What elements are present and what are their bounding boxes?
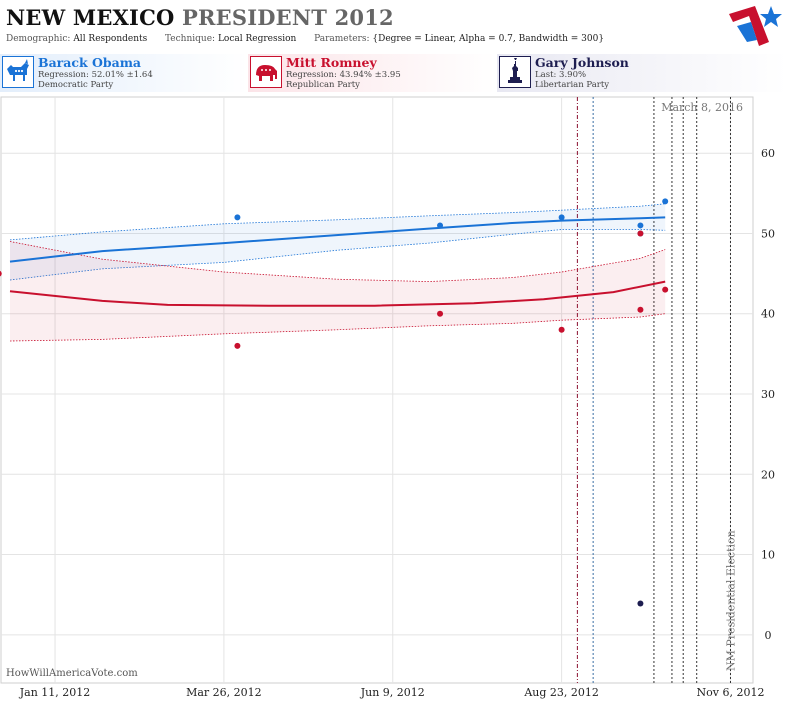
technique-label: Technique:: [165, 34, 216, 44]
star-logo-icon: [729, 6, 782, 46]
legend-item-obama: Barack Obama Regression: 52.01% ±1.64 De…: [0, 54, 248, 92]
date-annotation: March 8, 2016: [661, 101, 743, 114]
elephant-icon: [250, 56, 282, 88]
parameters-value: {Degree = Linear, Alpha = 0.7, Bandwidth…: [372, 34, 605, 44]
y-tick-label: 40: [761, 308, 775, 321]
legend-name-johnson: Gary Johnson: [535, 55, 629, 70]
legend-regression-romney: Regression: 43.94% ±3.95: [286, 70, 401, 80]
band-upper-barack-obama: [9, 203, 666, 241]
data-point-mitt-romney: [437, 310, 444, 317]
y-tick-label: 0: [765, 629, 772, 642]
data-point-barack-obama: [234, 214, 241, 221]
poll-points: [0, 198, 669, 607]
band-lower-mitt-romney: [9, 313, 666, 342]
data-point-mitt-romney: [662, 286, 669, 293]
candidate-legend: Barack Obama Regression: 52.01% ±1.64 De…: [0, 54, 789, 94]
election-label: NM Presidential Election: [724, 530, 737, 671]
x-tick-label: Jan 11, 2012: [19, 686, 91, 699]
chart-header: NEW MEXICO PRESIDENT 2012 Demographic: A…: [0, 0, 789, 52]
y-tick-label: 20: [761, 468, 775, 481]
legend-name-romney: Mitt Romney: [286, 55, 377, 70]
x-tick-label: Aug 23, 2012: [523, 686, 599, 699]
chart-title: NEW MEXICO PRESIDENT 2012: [6, 5, 394, 30]
x-tick-label: Mar 26, 2012: [186, 686, 262, 699]
parameters-label: Parameters:: [314, 34, 370, 44]
data-point-mitt-romney: [637, 306, 644, 313]
data-point-mitt-romney: [637, 230, 644, 237]
parameters-line: Demographic: All Respondents Technique: …: [6, 34, 604, 44]
regression-lines: [9, 216, 666, 307]
data-point-barack-obama: [437, 222, 444, 229]
data-point-barack-obama: [558, 214, 565, 221]
data-point-mitt-romney: [0, 270, 2, 277]
title-race: PRESIDENT 2012: [182, 5, 394, 30]
demographic-value: All Respondents: [73, 34, 148, 44]
poll-chart: 0 10 20 30 40 50 60 Jan 11, 2012 Mar 26, 2012 Ju…: [0, 96, 775, 699]
y-axis-ticks: 0 10 20 30 40 50 60: [761, 147, 775, 642]
y-tick-label: 60: [761, 147, 775, 160]
legend-party-obama: Democratic Party: [38, 80, 114, 90]
y-tick-label: 10: [761, 549, 775, 562]
legend-party-johnson: Libertarian Party: [535, 80, 610, 90]
source-credit: HowWillAmericaVote.com: [6, 668, 138, 679]
donkey-icon: [2, 56, 34, 88]
demographic-label: Demographic:: [6, 34, 71, 44]
x-tick-label: Jun 9, 2012: [360, 686, 425, 699]
y-tick-label: 30: [761, 388, 775, 401]
legend-name-obama: Barack Obama: [38, 55, 142, 70]
fit-line-mitt-romney: [9, 280, 666, 307]
data-point-gary-johnson: [637, 600, 644, 607]
title-state: NEW MEXICO: [6, 5, 175, 30]
event-lines: [576, 97, 731, 683]
data-point-barack-obama: [637, 222, 644, 229]
data-point-barack-obama: [662, 198, 669, 205]
x-axis-ticks: Jan 11, 2012 Mar 26, 2012 Jun 9, 2012 Aug 2…: [19, 686, 765, 699]
y-tick-label: 50: [761, 227, 775, 240]
legend-item-romney: Mitt Romney Regression: 43.94% ±3.95 Rep…: [248, 54, 496, 92]
liberty-statue-icon: [499, 56, 531, 88]
data-point-mitt-romney: [558, 326, 565, 333]
fit-line-barack-obama: [9, 216, 666, 263]
band-lower-barack-obama: [9, 229, 666, 281]
band-mitt-romney: [10, 241, 666, 341]
legend-item-johnson: Gary Johnson Last: 3.90% Libertarian Par…: [497, 54, 787, 92]
band-upper-mitt-romney: [9, 241, 666, 283]
data-point-mitt-romney: [234, 342, 241, 349]
legend-party-romney: Republican Party: [286, 80, 360, 90]
legend-last-johnson: Last: 3.90%: [535, 70, 587, 80]
legend-regression-obama: Regression: 52.01% ±1.64: [38, 70, 153, 80]
technique-value: Local Regression: [217, 34, 297, 44]
x-tick-label: Nov 6, 2012: [697, 686, 765, 699]
plot-area: [0, 96, 754, 684]
